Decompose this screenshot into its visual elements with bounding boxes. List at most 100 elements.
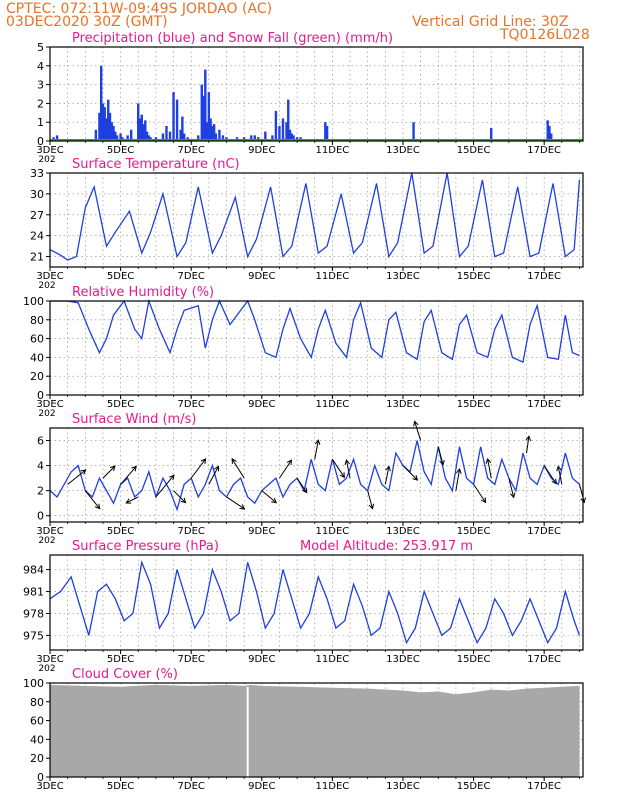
x-tick-label: 3DEC — [36, 526, 63, 537]
precip-bar — [175, 99, 179, 141]
wind-arrow-head — [125, 498, 132, 504]
x-tick-label: 15DEC — [457, 526, 491, 537]
precip-bar — [165, 125, 168, 141]
x-tick-label: 11DEC — [316, 271, 350, 282]
x-tick-label: 13DEC — [386, 399, 420, 410]
precip-bar — [147, 135, 151, 141]
precip-bar — [200, 84, 203, 141]
panel-frame — [49, 682, 584, 778]
x-tick-label: 11DEC — [316, 654, 350, 665]
precip-bar — [550, 133, 553, 141]
x-tick-label: 13DEC — [386, 781, 420, 792]
panel-frame — [49, 172, 584, 268]
y-tick-label: 21 — [30, 251, 44, 264]
wind-arrow-head — [200, 458, 207, 464]
panel-title: Cloud Cover (%) — [72, 667, 178, 682]
precip-bar — [205, 122, 209, 141]
precip-bar — [172, 92, 175, 141]
wind-arrow-head — [551, 478, 557, 485]
precip-bar — [290, 133, 293, 141]
wind-arrow-head — [271, 497, 277, 504]
precip-bar — [412, 122, 415, 141]
y-tick-label: 60 — [30, 333, 44, 346]
wind-arrow-head — [110, 465, 116, 472]
precip-bar — [112, 125, 115, 141]
x-tick-label: 15DEC — [457, 399, 491, 410]
wind-arrow — [231, 458, 245, 479]
precip-bar — [285, 122, 288, 141]
precip-bar — [101, 103, 105, 141]
wind-arrow-head — [286, 459, 293, 466]
x-tick-label: 9DEC — [248, 781, 275, 792]
x-tick-label: 5DEC — [107, 781, 134, 792]
y-tick-label: 981 — [23, 586, 44, 599]
y-tick-label: 975 — [23, 629, 44, 642]
y-tick-label: 984 — [23, 564, 44, 577]
x-tick-label: 13DEC — [386, 526, 420, 537]
x-tick-label: 5DEC — [107, 399, 134, 410]
precip-bar — [221, 135, 225, 141]
precip-bar — [209, 118, 212, 141]
precip-bar — [218, 129, 221, 141]
wind-arrow — [402, 465, 418, 481]
wind-arrow-head — [180, 497, 187, 504]
wind-arrow — [190, 458, 206, 479]
y-tick-label: 978 — [23, 607, 44, 620]
y-tick-label: 1 — [37, 116, 44, 129]
header-date-line: 03DEC2020 30Z (GMT) — [6, 14, 168, 30]
precip-bar — [202, 95, 205, 141]
wind-arrow-head — [368, 503, 375, 510]
x-tick-label: 7DEC — [178, 271, 205, 282]
header-code: TQ0126L028 — [500, 27, 590, 43]
wind-arrow — [120, 466, 137, 485]
y-tick-label: 80 — [30, 696, 44, 709]
precip-bar — [271, 135, 274, 141]
precip-bar — [137, 103, 140, 141]
x-tick-label: 15DEC — [457, 654, 491, 665]
wind-arrow — [384, 466, 390, 485]
wind-arrow-head — [385, 465, 391, 472]
y-tick-label: 80 — [30, 314, 44, 327]
y-tick-label: 24 — [30, 230, 44, 243]
series-line — [49, 172, 581, 261]
y-tick-label: 0 — [37, 771, 44, 784]
precip-bar — [105, 118, 108, 141]
x-tick-label: 7DEC — [178, 399, 205, 410]
y-tick-label: 30 — [30, 188, 44, 201]
x-tick-label: 9DEC — [248, 271, 275, 282]
y-tick-label: 100 — [23, 295, 44, 308]
x-tick-label: 15DEC — [457, 271, 491, 282]
wind-arrow — [314, 440, 319, 460]
precip-bar — [129, 129, 133, 141]
x-tick-label: 7DEC — [178, 145, 205, 156]
x-tick-label: 17DEC — [527, 654, 561, 665]
panel-2: Relative Humidity (%) 0 20 40 60 80 100 3DEC 5DE… — [23, 285, 584, 419]
precip-bar — [287, 99, 290, 141]
precip-bar — [168, 131, 172, 141]
wind-arrow — [84, 490, 101, 509]
panel-4: Surface Pressure (hPa) Model Altitude: 25… — [23, 539, 584, 674]
precip-bar — [325, 125, 329, 141]
precip-bar — [548, 125, 551, 141]
y-tick-label: 20 — [30, 752, 44, 765]
wind-arrow — [155, 475, 175, 498]
precip-bar — [278, 125, 281, 141]
wind-arrow-head — [485, 457, 492, 464]
wind-arrow-head — [131, 465, 137, 472]
precip-bar — [98, 112, 101, 141]
precip-bar — [211, 125, 214, 141]
x-tick-label: 11DEC — [316, 145, 350, 156]
panel-0: Precipitation (blue) and Snow Fall (gree… — [36, 31, 584, 165]
x-tick-label: 3DEC — [36, 271, 63, 282]
y-tick-label: 60 — [30, 715, 44, 728]
series-line — [49, 559, 581, 645]
wind-arrow — [557, 466, 563, 485]
y-tick-label: 27 — [30, 209, 44, 222]
x-tick-label: 17DEC — [527, 145, 561, 156]
precip-bar — [212, 124, 216, 141]
precip-bar — [114, 131, 117, 141]
panel-1: Surface Temperature (nC) 21 24 27 30 33 3DEC 5D… — [30, 157, 584, 291]
x-tick-label: 17DEC — [527, 781, 561, 792]
wind-arrow — [261, 490, 277, 504]
